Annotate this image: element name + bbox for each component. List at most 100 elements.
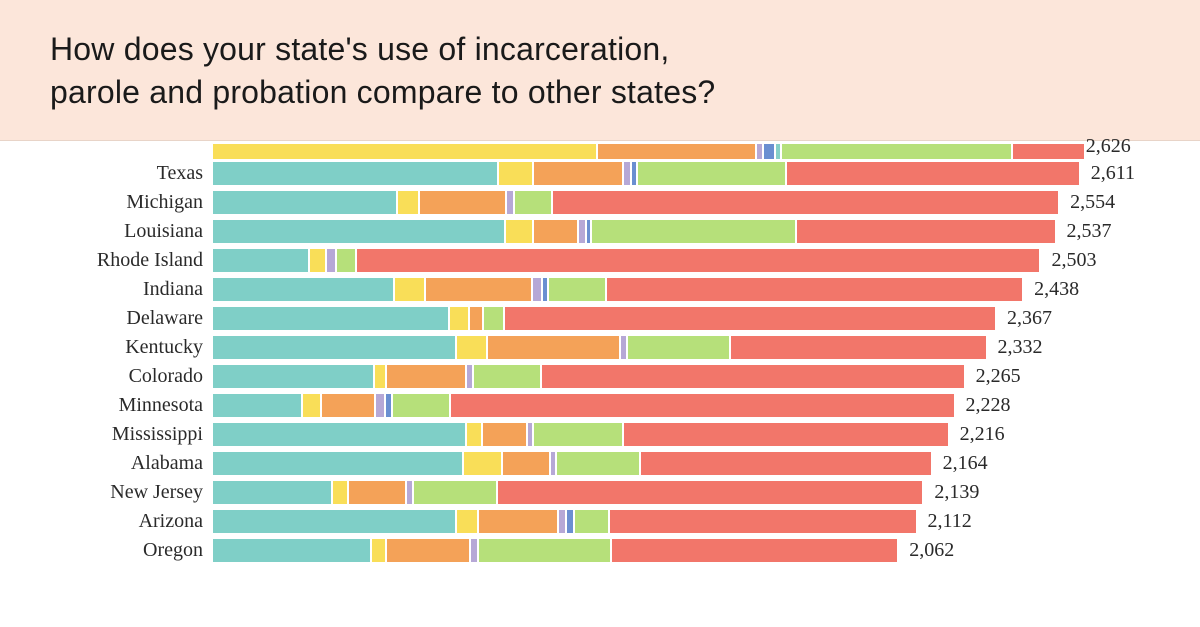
bar-segment	[559, 510, 565, 533]
header: How does your state's use of incarcerati…	[0, 0, 1200, 141]
bar-segment	[624, 162, 630, 185]
bar-segment	[528, 423, 532, 446]
bar-segment	[612, 539, 897, 562]
table-row: Alabama2,164	[0, 449, 1200, 478]
bar-segment	[426, 278, 531, 301]
state-label: Michigan	[0, 191, 213, 214]
bar-segment	[757, 144, 763, 159]
row-total: 2,228	[954, 394, 1011, 417]
stacked-bar-chart: 2,626 Texas2,611Michigan2,554Louisiana2,…	[0, 141, 1200, 565]
bar-segment	[549, 278, 605, 301]
bar-segment	[607, 278, 1023, 301]
bar-segment	[357, 249, 1040, 272]
bar-segment	[213, 336, 455, 359]
table-row: Louisiana2,537	[0, 217, 1200, 246]
bar-segment	[575, 510, 608, 533]
bar-segment	[534, 423, 622, 446]
state-label: New Jersey	[0, 481, 213, 504]
bar-segment	[641, 452, 931, 475]
bar-segment	[393, 394, 449, 417]
bar-segment	[488, 336, 619, 359]
bar-segment	[213, 452, 462, 475]
row-total: 2,611	[1079, 162, 1135, 185]
bar-segment	[213, 191, 396, 214]
row-total: 2,554	[1058, 191, 1115, 214]
bar-segment	[450, 307, 468, 330]
bar-segment	[506, 220, 532, 243]
bar-segment	[471, 539, 478, 562]
bar-segment	[303, 394, 319, 417]
table-row: Mississippi2,216	[0, 420, 1200, 449]
row-total: 2,265	[964, 365, 1021, 388]
title-line-2: parole and probation compare to other st…	[50, 74, 715, 110]
state-label: Delaware	[0, 307, 213, 330]
bar-segment	[213, 220, 504, 243]
bar-segment	[395, 278, 424, 301]
bar-segment	[498, 481, 923, 504]
partial-row-total: 2,626	[1086, 135, 1131, 158]
row-total: 2,438	[1022, 278, 1079, 301]
chart-rows: Texas2,611Michigan2,554Louisiana2,537Rho…	[0, 141, 1200, 565]
partial-top-row	[0, 141, 1200, 159]
state-label: Rhode Island	[0, 249, 213, 272]
table-row: Colorado 2,265	[0, 362, 1200, 391]
table-row: Michigan 2,554	[0, 188, 1200, 217]
state-label: Louisiana	[0, 220, 213, 243]
bar-segment	[484, 307, 504, 330]
row-total: 2,139	[922, 481, 979, 504]
bar-segment	[592, 220, 795, 243]
bar-segment	[787, 162, 1078, 185]
page-title: How does your state's use of incarcerati…	[50, 28, 1150, 114]
bar-segment	[213, 144, 596, 159]
state-label: Colorado	[0, 365, 213, 388]
bar-segment	[499, 162, 532, 185]
table-row: Texas 2,611	[0, 159, 1200, 188]
title-line-1: How does your state's use of incarcerati…	[50, 31, 669, 67]
bar-segment	[533, 278, 541, 301]
bar-segment	[782, 144, 1011, 159]
bar-segment	[376, 394, 384, 417]
bar-segment	[579, 220, 585, 243]
table-row: Kentucky 2,332	[0, 333, 1200, 362]
bar-segment	[213, 394, 301, 417]
table-row: Arizona 2,112	[0, 507, 1200, 536]
state-label: Indiana	[0, 278, 213, 301]
row-total: 2,062	[897, 539, 954, 562]
bar-segment	[505, 307, 995, 330]
state-label: Mississippi	[0, 423, 213, 446]
bar-segment	[213, 365, 373, 388]
row-total: 2,112	[916, 510, 972, 533]
bar-segment	[213, 481, 331, 504]
bar-segment	[587, 220, 591, 243]
row-total: 2,503	[1039, 249, 1096, 272]
state-label: Texas	[0, 162, 213, 185]
bar-segment	[213, 539, 370, 562]
state-label: Kentucky	[0, 336, 213, 359]
bar-segment	[457, 336, 486, 359]
bar-segment	[764, 144, 774, 159]
bar-segment	[414, 481, 496, 504]
table-row: Indiana 2,438	[0, 275, 1200, 304]
bar-segment	[553, 191, 1058, 214]
bar-segment	[567, 510, 574, 533]
table-row: Delaware2,367	[0, 304, 1200, 333]
bar-segment	[464, 452, 502, 475]
bar-segment	[483, 423, 526, 446]
bar-segment	[598, 144, 755, 159]
bar-segment	[349, 481, 405, 504]
bar-segment	[624, 423, 947, 446]
bar-segment	[467, 365, 472, 388]
bar-segment	[333, 481, 348, 504]
table-row: New Jersey 2,139	[0, 478, 1200, 507]
bar-segment	[213, 162, 497, 185]
bar-segment	[628, 336, 729, 359]
state-label: Minnesota	[0, 394, 213, 417]
bar-segment	[322, 394, 374, 417]
table-row: Rhode Island 2,503	[0, 246, 1200, 275]
bar-segment	[621, 336, 626, 359]
state-label: Arizona	[0, 510, 213, 533]
bar-segment	[213, 278, 393, 301]
bar-segment	[337, 249, 355, 272]
row-total: 2,332	[986, 336, 1043, 359]
bar-segment	[213, 249, 308, 272]
